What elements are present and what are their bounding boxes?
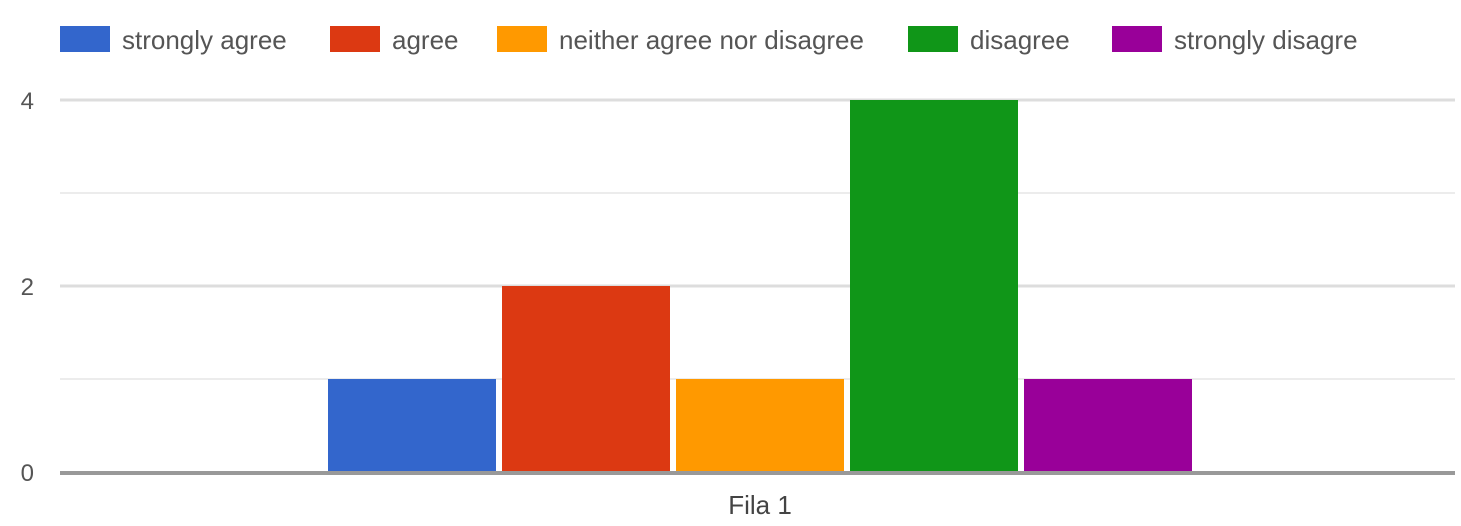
bar-agree [502, 286, 670, 472]
y-tick-label: 2 [21, 274, 34, 301]
legend-swatch [908, 26, 958, 52]
y-axis-ticks: 0 2 4 [21, 88, 34, 487]
legend-label: strongly agree [122, 25, 287, 55]
legend-label: strongly disagre [1174, 25, 1358, 55]
legend-label: agree [392, 25, 459, 55]
y-tick-label: 4 [21, 88, 34, 115]
gridlines [60, 98, 1455, 380]
legend: strongly agree agree neither agree nor dis… [60, 25, 1358, 55]
bars [328, 100, 1192, 472]
legend-swatch [497, 26, 547, 52]
x-category-label: Fila 1 [728, 490, 792, 520]
legend-label: neither agree nor disagree [559, 25, 864, 55]
y-tick-label: 0 [21, 460, 34, 487]
legend-label: disagree [970, 25, 1070, 55]
bar-strongly-disagre [1024, 379, 1192, 472]
legend-swatch [1112, 26, 1162, 52]
bar-disagree [850, 100, 1018, 472]
bar-strongly-agree [328, 379, 496, 472]
legend-swatch [60, 26, 110, 52]
legend-swatch [330, 26, 380, 52]
bar-neither-agree-nor-disagree [676, 379, 844, 472]
